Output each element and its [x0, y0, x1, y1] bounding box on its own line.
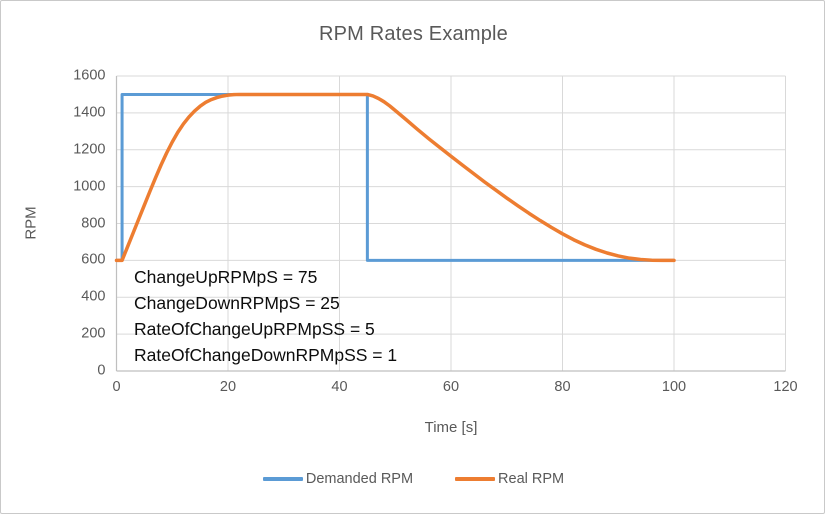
chart-title: RPM Rates Example [318, 23, 508, 45]
legend-item-demanded-rpm: Demanded RPM [262, 471, 414, 487]
legend-swatch-demanded-rpm [262, 477, 303, 481]
annotation-line: ChangeDownRPMpS = 25 [134, 293, 340, 313]
y-tick-label: 1400 [73, 104, 106, 121]
x-tick-label: 120 [773, 379, 798, 395]
x-tick-label: 0 [112, 379, 121, 395]
x-tick-label: 40 [331, 379, 348, 395]
legend-label: Demanded RPM [305, 471, 414, 487]
annotation-line: ChangeUpRPMpS = 75 [134, 267, 318, 287]
y-tick-label: 0 [97, 362, 106, 379]
annotation-line: RateOfChangeDownRPMpSS = 1 [134, 345, 398, 365]
parameter-annotation: ChangeUpRPMpS = 75 ChangeDownRPMpS = 25 … [134, 264, 397, 368]
x-tick-label: 20 [219, 379, 237, 395]
legend-label: Real RPM [498, 471, 565, 487]
series-real-rpm [114, 92, 676, 263]
x-tick-label: 80 [554, 379, 571, 395]
legend-item-real-rpm: Real RPM [455, 471, 564, 487]
y-tick-label: 1200 [73, 141, 106, 158]
annotation-line: RateOfChangeUpRPMpSS = 5 [134, 319, 375, 339]
x-tick-label: 60 [442, 379, 460, 395]
y-tick-label: 600 [81, 252, 106, 269]
y-tick-label: 800 [81, 215, 106, 232]
x-axis-title: Time [s] [424, 419, 478, 436]
y-tick-label: 1000 [73, 178, 106, 195]
y-tick-label: 200 [81, 325, 106, 342]
y-tick-label: 400 [81, 288, 106, 305]
y-axis-title: RPM [22, 206, 40, 240]
series-demanded-rpm [115, 92, 676, 262]
legend-swatch-real-rpm [455, 477, 496, 481]
x-tick-label: 100 [661, 379, 687, 395]
y-tick-label: 1600 [73, 67, 106, 84]
legend: Demanded RPM Real RPM [1, 471, 824, 487]
